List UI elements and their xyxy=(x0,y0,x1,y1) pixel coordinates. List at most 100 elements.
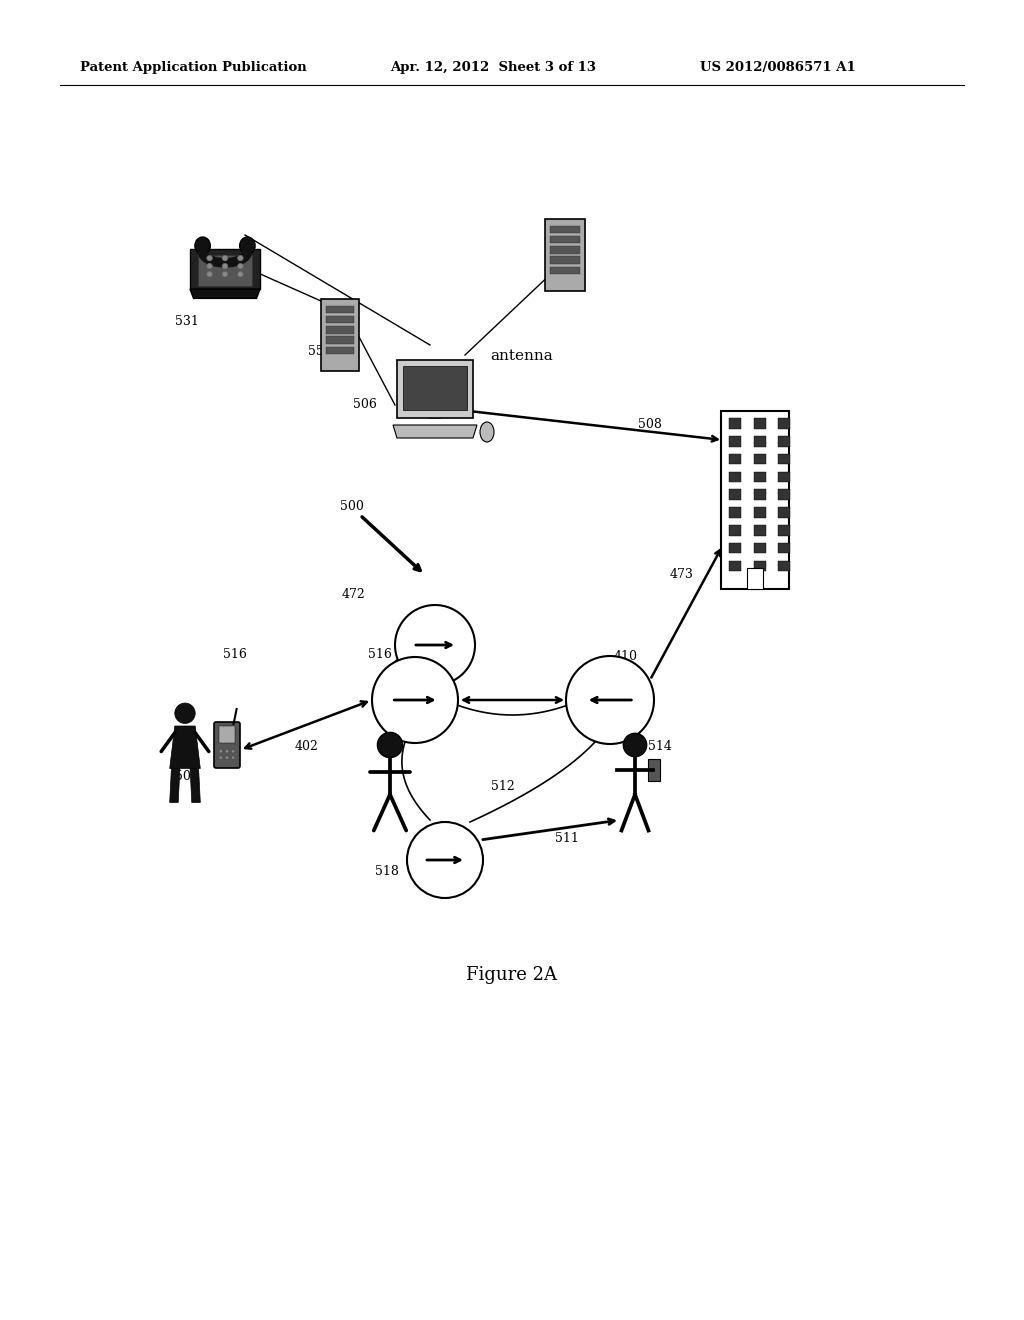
Circle shape xyxy=(407,822,483,898)
Polygon shape xyxy=(778,436,791,446)
Polygon shape xyxy=(190,248,260,289)
Polygon shape xyxy=(403,366,467,411)
Polygon shape xyxy=(754,490,766,500)
Circle shape xyxy=(395,605,475,685)
Circle shape xyxy=(207,255,212,261)
Circle shape xyxy=(378,733,402,758)
Polygon shape xyxy=(550,236,581,243)
Polygon shape xyxy=(170,768,180,803)
Text: Apr. 12, 2012  Sheet 3 of 13: Apr. 12, 2012 Sheet 3 of 13 xyxy=(390,62,596,74)
Polygon shape xyxy=(729,561,741,572)
Polygon shape xyxy=(754,525,766,536)
Polygon shape xyxy=(545,219,585,290)
Text: 514: 514 xyxy=(648,741,672,752)
Polygon shape xyxy=(721,411,790,589)
Polygon shape xyxy=(550,256,581,264)
Polygon shape xyxy=(199,255,252,286)
Text: 516: 516 xyxy=(368,648,392,661)
Ellipse shape xyxy=(480,422,494,442)
Polygon shape xyxy=(754,507,766,517)
Polygon shape xyxy=(729,525,741,536)
Text: Figure 2A: Figure 2A xyxy=(467,966,557,983)
Polygon shape xyxy=(778,454,791,465)
Polygon shape xyxy=(170,726,201,768)
Polygon shape xyxy=(429,400,441,418)
Polygon shape xyxy=(190,768,201,803)
Polygon shape xyxy=(326,306,354,313)
Text: 516: 516 xyxy=(223,648,247,661)
Text: 520: 520 xyxy=(560,222,584,235)
Text: 557: 557 xyxy=(308,345,332,358)
Polygon shape xyxy=(326,347,354,354)
Polygon shape xyxy=(729,543,741,553)
Polygon shape xyxy=(729,490,741,500)
Circle shape xyxy=(238,272,244,277)
Text: 506: 506 xyxy=(353,399,377,411)
Text: 504: 504 xyxy=(175,770,199,783)
Polygon shape xyxy=(550,226,581,234)
Polygon shape xyxy=(326,326,354,334)
Circle shape xyxy=(175,704,196,723)
Circle shape xyxy=(222,272,227,277)
Polygon shape xyxy=(778,507,791,517)
Polygon shape xyxy=(550,247,581,253)
Polygon shape xyxy=(778,418,791,429)
Text: Patent Application Publication: Patent Application Publication xyxy=(80,62,307,74)
Polygon shape xyxy=(729,471,741,482)
Polygon shape xyxy=(729,507,741,517)
Polygon shape xyxy=(754,471,766,482)
Circle shape xyxy=(624,734,647,756)
Ellipse shape xyxy=(195,238,210,255)
Polygon shape xyxy=(754,561,766,572)
Circle shape xyxy=(225,750,228,752)
Text: 402: 402 xyxy=(295,741,318,752)
Polygon shape xyxy=(778,561,791,572)
Polygon shape xyxy=(754,454,766,465)
Polygon shape xyxy=(647,759,660,781)
Text: 472: 472 xyxy=(342,587,366,601)
Polygon shape xyxy=(219,726,234,743)
Text: 531: 531 xyxy=(175,315,199,327)
Circle shape xyxy=(207,264,212,269)
Polygon shape xyxy=(326,337,354,343)
Circle shape xyxy=(207,272,212,277)
Circle shape xyxy=(225,756,228,759)
Circle shape xyxy=(222,264,227,269)
Circle shape xyxy=(222,255,227,261)
Text: 512: 512 xyxy=(490,780,515,793)
Circle shape xyxy=(219,750,222,752)
Text: 511: 511 xyxy=(555,832,579,845)
Circle shape xyxy=(231,750,234,752)
Polygon shape xyxy=(778,471,791,482)
Polygon shape xyxy=(754,436,766,446)
Text: antenna: antenna xyxy=(490,348,553,363)
Circle shape xyxy=(238,255,244,261)
Circle shape xyxy=(231,756,234,759)
Polygon shape xyxy=(321,300,359,371)
Polygon shape xyxy=(778,543,791,553)
Polygon shape xyxy=(397,360,473,418)
Polygon shape xyxy=(778,490,791,500)
Circle shape xyxy=(219,756,222,759)
Polygon shape xyxy=(729,436,741,446)
Ellipse shape xyxy=(240,238,255,255)
Polygon shape xyxy=(729,418,741,429)
Circle shape xyxy=(372,657,458,743)
Circle shape xyxy=(238,264,244,269)
Polygon shape xyxy=(754,418,766,429)
Text: 518: 518 xyxy=(375,865,399,878)
Polygon shape xyxy=(778,525,791,536)
Polygon shape xyxy=(190,289,260,298)
Text: 410: 410 xyxy=(614,649,638,663)
Polygon shape xyxy=(326,317,354,323)
Text: US 2012/0086571 A1: US 2012/0086571 A1 xyxy=(700,62,856,74)
Polygon shape xyxy=(393,425,477,438)
Polygon shape xyxy=(746,568,763,589)
Polygon shape xyxy=(729,454,741,465)
Text: 508: 508 xyxy=(638,418,662,432)
FancyBboxPatch shape xyxy=(214,722,240,768)
Polygon shape xyxy=(754,543,766,553)
Circle shape xyxy=(566,656,654,744)
Polygon shape xyxy=(550,267,581,273)
Text: 473: 473 xyxy=(670,568,694,581)
